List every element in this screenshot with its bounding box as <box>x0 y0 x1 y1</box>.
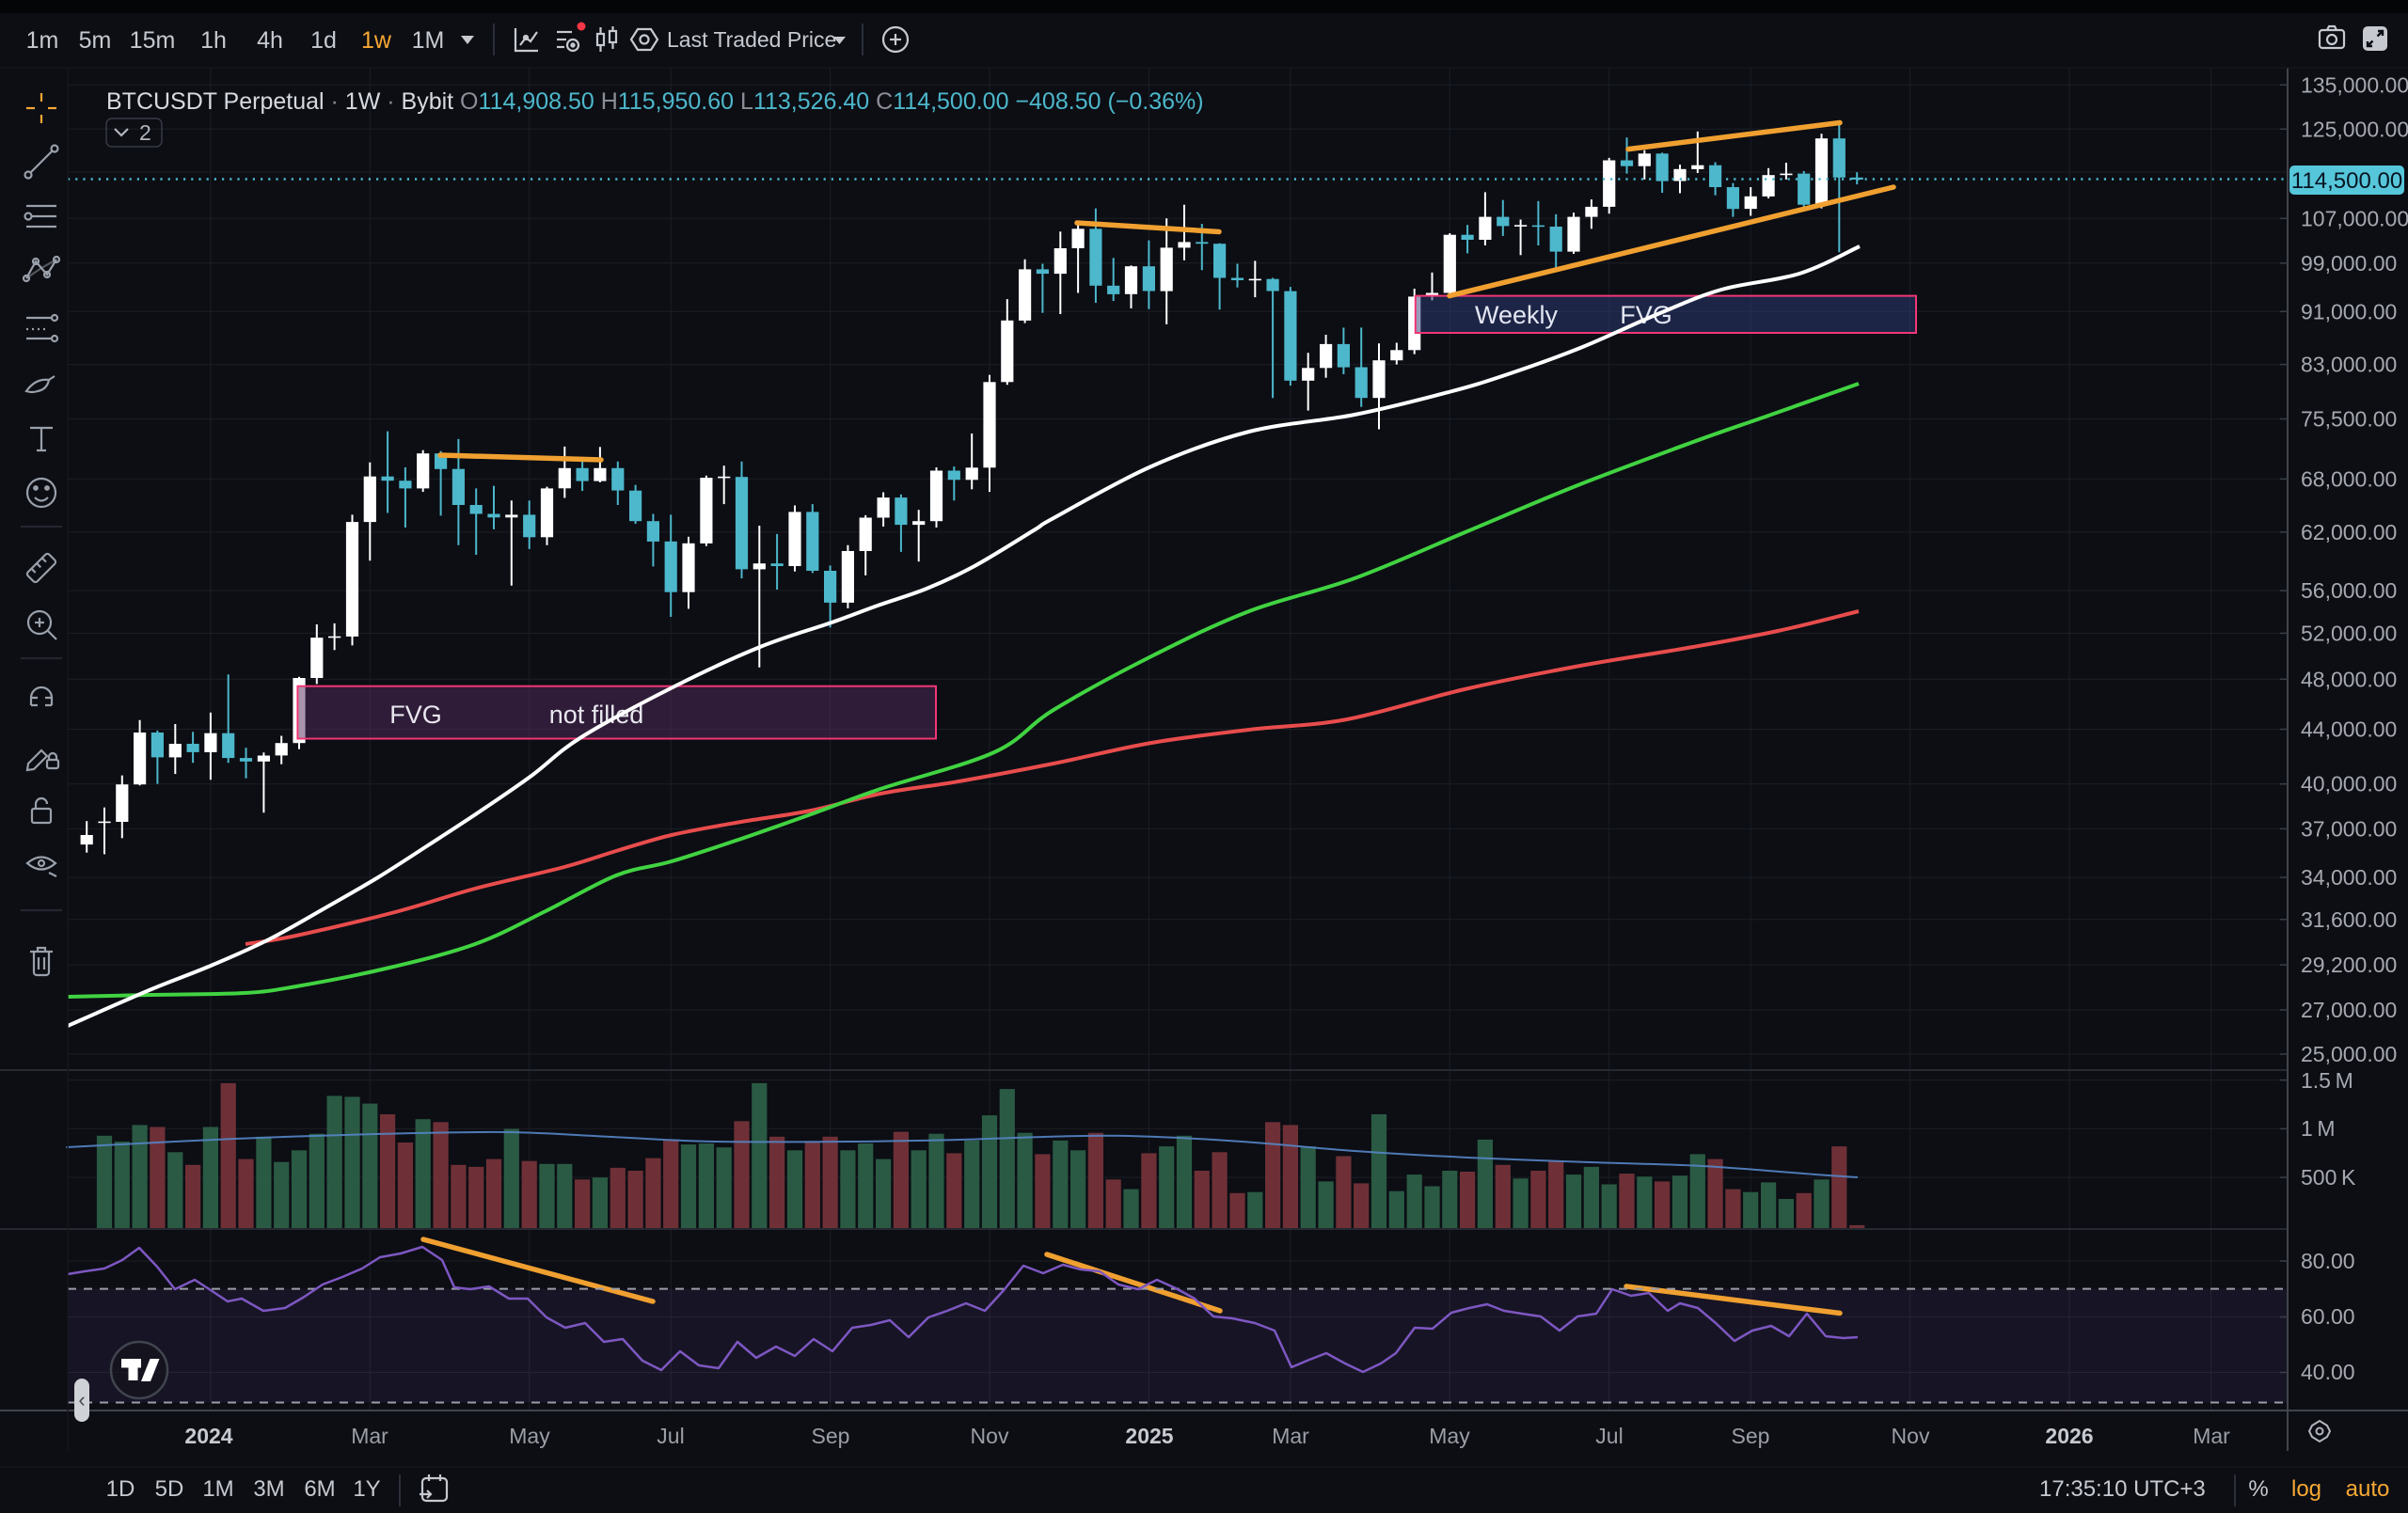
svg-text:1M: 1M <box>202 1476 233 1502</box>
svg-text:Jul: Jul <box>657 1424 684 1448</box>
svg-text:1Y: 1Y <box>353 1476 380 1502</box>
svg-text:auto: auto <box>2346 1476 2390 1502</box>
svg-text:91,000.00: 91,000.00 <box>2301 299 2397 323</box>
svg-text:34,000.00: 34,000.00 <box>2301 865 2397 890</box>
svg-text:52,000.00: 52,000.00 <box>2301 621 2397 645</box>
svg-text:2025: 2025 <box>1125 1424 1173 1448</box>
svg-text:17:35:10 UTC+3: 17:35:10 UTC+3 <box>2039 1476 2206 1502</box>
svg-text:2024: 2024 <box>184 1424 232 1448</box>
svg-text:62,000.00: 62,000.00 <box>2301 520 2397 544</box>
svg-text:99,000.00: 99,000.00 <box>2301 251 2397 276</box>
svg-text:5m: 5m <box>79 27 112 54</box>
svg-text:500 K: 500 K <box>2301 1165 2356 1190</box>
svg-text:37,000.00: 37,000.00 <box>2301 816 2397 841</box>
svg-text:Mar: Mar <box>2193 1424 2230 1448</box>
svg-text:60.00: 60.00 <box>2301 1304 2355 1329</box>
svg-text:BTCUSDT Perpetual · 1W · Bybit: BTCUSDT Perpetual · 1W · Bybit O114,908.… <box>106 88 1204 115</box>
svg-text:31,600.00: 31,600.00 <box>2301 907 2397 932</box>
svg-text:68,000.00: 68,000.00 <box>2301 466 2397 491</box>
svg-text:May: May <box>509 1424 550 1448</box>
svg-text:107,000.00: 107,000.00 <box>2301 206 2408 230</box>
svg-text:83,000.00: 83,000.00 <box>2301 353 2397 377</box>
svg-text:Jul: Jul <box>1595 1424 1623 1448</box>
svg-text:1 M: 1 M <box>2301 1116 2336 1141</box>
svg-text:75,500.00: 75,500.00 <box>2301 407 2397 432</box>
svg-text:1d: 1d <box>310 27 337 54</box>
svg-text:Sep: Sep <box>812 1424 850 1448</box>
svg-text:1m: 1m <box>26 27 59 54</box>
svg-text:%: % <box>2248 1476 2268 1502</box>
svg-text:40.00: 40.00 <box>2301 1360 2355 1384</box>
svg-text:1w: 1w <box>361 27 392 54</box>
svg-text:114,500.00: 114,500.00 <box>2291 168 2402 194</box>
svg-text:44,000.00: 44,000.00 <box>2301 717 2397 742</box>
svg-text:May: May <box>1429 1424 1470 1448</box>
svg-text:135,000.00: 135,000.00 <box>2301 72 2408 97</box>
svg-text:‹: ‹ <box>78 1388 85 1411</box>
svg-text:Nov: Nov <box>1892 1424 1930 1448</box>
svg-text:29,200.00: 29,200.00 <box>2301 953 2397 977</box>
svg-text:1h: 1h <box>200 27 227 54</box>
svg-text:log: log <box>2291 1476 2321 1502</box>
svg-text:4h: 4h <box>257 27 283 54</box>
svg-text:1M: 1M <box>412 27 445 54</box>
svg-text:3M: 3M <box>253 1476 284 1502</box>
svg-text:1.5 M: 1.5 M <box>2301 1068 2353 1093</box>
svg-text:Last Traded Price: Last Traded Price <box>667 27 836 52</box>
svg-text:80.00: 80.00 <box>2301 1249 2355 1273</box>
svg-text:25,000.00: 25,000.00 <box>2301 1042 2397 1066</box>
svg-text:FVG: FVG <box>389 701 442 729</box>
svg-text:Sep: Sep <box>1732 1424 1770 1448</box>
svg-text:FVG: FVG <box>1620 301 1672 329</box>
svg-text:not filled: not filled <box>549 701 644 729</box>
svg-text:2026: 2026 <box>2045 1424 2093 1448</box>
svg-text:Mar: Mar <box>1272 1424 1309 1448</box>
svg-text:Nov: Nov <box>971 1424 1009 1448</box>
svg-text:Weekly: Weekly <box>1475 301 1559 329</box>
svg-text:27,000.00: 27,000.00 <box>2301 998 2397 1022</box>
svg-text:40,000.00: 40,000.00 <box>2301 772 2397 796</box>
svg-text:Mar: Mar <box>351 1424 388 1448</box>
svg-text:5D: 5D <box>155 1476 184 1502</box>
svg-text:15m: 15m <box>130 27 176 54</box>
svg-text:6M: 6M <box>304 1476 335 1502</box>
svg-text:2: 2 <box>139 120 151 145</box>
svg-text:56,000.00: 56,000.00 <box>2301 578 2397 603</box>
svg-text:125,000.00: 125,000.00 <box>2301 117 2408 141</box>
svg-text:1D: 1D <box>106 1476 135 1502</box>
svg-text:48,000.00: 48,000.00 <box>2301 667 2397 691</box>
